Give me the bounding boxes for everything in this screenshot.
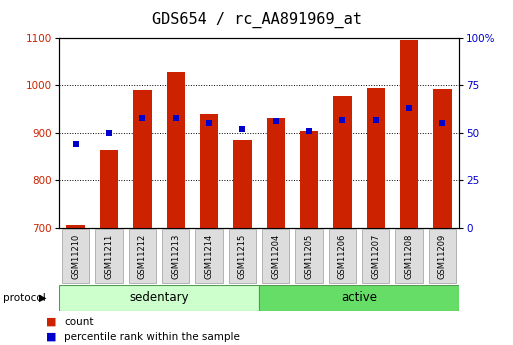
Text: percentile rank within the sample: percentile rank within the sample [64,332,240,342]
Text: GSM11213: GSM11213 [171,234,180,279]
Point [205,120,213,126]
Text: GSM11208: GSM11208 [405,234,413,279]
Bar [133,90,151,228]
Text: GSM11206: GSM11206 [338,234,347,279]
Bar [333,96,351,228]
Bar [267,118,285,228]
FancyBboxPatch shape [95,229,123,284]
Text: count: count [64,317,94,327]
Text: GSM11209: GSM11209 [438,234,447,279]
FancyBboxPatch shape [262,229,289,284]
Point [371,117,380,122]
Point [405,105,413,111]
Text: ■: ■ [46,332,56,342]
Text: GSM11207: GSM11207 [371,234,380,279]
Bar [167,72,185,228]
Bar [400,40,418,228]
FancyBboxPatch shape [295,229,323,284]
Text: ▶: ▶ [39,293,46,303]
FancyBboxPatch shape [162,229,189,284]
Bar [233,140,251,228]
Bar [300,131,318,228]
Text: GSM11211: GSM11211 [105,234,113,279]
Text: sedentary: sedentary [129,291,189,304]
Point [438,120,446,126]
Text: GSM11210: GSM11210 [71,234,80,279]
Point [271,119,280,124]
FancyBboxPatch shape [362,229,389,284]
Text: GSM11212: GSM11212 [138,234,147,279]
Text: GSM11204: GSM11204 [271,234,280,279]
Text: GDS654 / rc_AA891969_at: GDS654 / rc_AA891969_at [151,12,362,28]
FancyBboxPatch shape [62,229,89,284]
Point [238,126,246,132]
Text: ■: ■ [46,317,56,327]
Point [105,130,113,136]
FancyBboxPatch shape [329,229,356,284]
Point [338,117,346,122]
Bar [433,89,451,228]
FancyBboxPatch shape [396,229,423,284]
FancyBboxPatch shape [259,285,459,310]
Point [71,141,80,147]
Text: GSM11214: GSM11214 [205,234,213,279]
Bar [200,114,218,228]
FancyBboxPatch shape [129,229,156,284]
FancyBboxPatch shape [59,285,259,310]
Point [305,128,313,134]
Bar [67,225,85,228]
Bar [100,150,118,228]
FancyBboxPatch shape [195,229,223,284]
Point [138,115,146,120]
Point [171,115,180,120]
FancyBboxPatch shape [429,229,456,284]
Text: GSM11215: GSM11215 [238,234,247,279]
Text: active: active [341,291,377,304]
Text: GSM11205: GSM11205 [305,234,313,279]
FancyBboxPatch shape [229,229,256,284]
Bar [367,88,385,228]
Text: protocol: protocol [3,293,45,303]
